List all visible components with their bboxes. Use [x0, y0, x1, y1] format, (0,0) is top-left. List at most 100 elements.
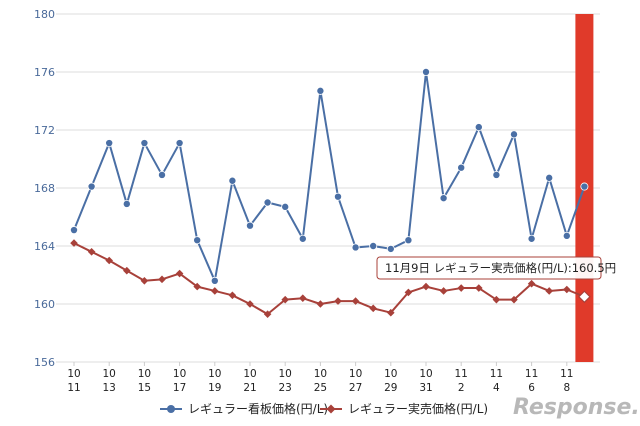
- series-1: [70, 68, 589, 285]
- x-tick-label-day: 4: [493, 382, 500, 394]
- x-tick-label-month: 10: [384, 368, 397, 380]
- data-point[interactable]: [457, 284, 465, 292]
- y-tick-label: 168: [34, 182, 55, 195]
- y-tick-label: 180: [34, 8, 55, 21]
- data-point[interactable]: [421, 68, 430, 77]
- data-point[interactable]: [475, 284, 483, 292]
- data-point[interactable]: [316, 300, 325, 308]
- data-point[interactable]: [228, 291, 237, 300]
- data-point[interactable]: [70, 239, 78, 247]
- data-point[interactable]: [509, 130, 518, 139]
- data-point[interactable]: [105, 256, 113, 265]
- x-tick-label-month: 11: [455, 368, 468, 380]
- data-point[interactable]: [527, 279, 536, 288]
- data-point[interactable]: [492, 295, 501, 304]
- data-point[interactable]: [580, 182, 589, 191]
- x-tick-label-month: 10: [314, 368, 327, 380]
- x-tick-label-month: 10: [419, 368, 432, 380]
- tooltip-box: [376, 256, 602, 280]
- data-point[interactable]: [334, 297, 342, 305]
- watermark-text: Response.: [513, 395, 640, 420]
- x-tick-label-day: 19: [208, 382, 221, 394]
- data-point[interactable]: [122, 199, 131, 208]
- y-tick-label: 164: [34, 240, 55, 253]
- x-tick-label-day: 25: [314, 382, 327, 394]
- data-point[interactable]: [545, 287, 553, 295]
- x-axis-ticks: 10 11 10 13 10 15 10 17 10 19 10 21 10 23 10 25 10 27 10 29…: [67, 362, 573, 394]
- data-point[interactable]: [510, 295, 518, 304]
- data-point[interactable]: [316, 86, 325, 95]
- legend-item-series-2[interactable]: レギュラー実売価格(円/L): [320, 401, 488, 416]
- series-line: [73, 71, 586, 282]
- data-point[interactable]: [387, 308, 395, 317]
- x-tick-label-month: 11: [560, 368, 573, 380]
- data-point[interactable]: [140, 277, 149, 285]
- y-tick-label: 160: [34, 298, 55, 311]
- x-tick-label-day: 15: [138, 382, 151, 394]
- y-tick-label: 172: [34, 124, 55, 137]
- x-tick-label-month: 10: [103, 368, 116, 380]
- data-point[interactable]: [245, 221, 254, 230]
- data-point[interactable]: [193, 236, 202, 245]
- watermark-logo: Response.: [513, 395, 640, 420]
- data-point[interactable]: [87, 182, 96, 191]
- x-tick-label-month: 10: [279, 368, 292, 380]
- data-point[interactable]: [404, 236, 413, 245]
- x-tick-label-month: 10: [67, 368, 80, 380]
- data-point[interactable]: [123, 266, 131, 275]
- data-point[interactable]: [457, 163, 466, 172]
- grid-lines: [56, 13, 600, 363]
- legend[interactable]: レギュラー看板価格(円/L) レギュラー実売価格(円/L): [160, 401, 488, 416]
- data-point[interactable]: [404, 288, 413, 297]
- data-point[interactable]: [439, 194, 448, 203]
- data-point[interactable]: [386, 244, 395, 253]
- data-point[interactable]: [422, 282, 430, 291]
- legend-item-series-1[interactable]: レギュラー看板価格(円/L): [160, 401, 328, 416]
- data-point[interactable]: [527, 234, 536, 243]
- data-point[interactable]: [175, 139, 184, 148]
- data-point[interactable]: [492, 170, 501, 179]
- tooltip-text: 11月9日 レギュラー実売価格(円/L):160.5円: [385, 261, 616, 275]
- series-2: [70, 239, 591, 318]
- data-point[interactable]: [228, 176, 237, 185]
- x-tick-label-month: 10: [349, 368, 362, 380]
- data-point[interactable]: [140, 139, 149, 148]
- data-point[interactable]: [246, 300, 254, 308]
- legend-label-series-1: レギュラー看板価格(円/L): [188, 401, 328, 416]
- data-point[interactable]: [210, 276, 219, 285]
- data-point[interactable]: [369, 304, 377, 313]
- x-tick-label-month: 10: [243, 368, 256, 380]
- data-point[interactable]: [562, 231, 571, 240]
- series-layer: [70, 68, 591, 318]
- x-tick-label-month: 10: [208, 368, 221, 380]
- data-point[interactable]: [299, 294, 307, 302]
- data-point[interactable]: [87, 248, 96, 256]
- data-point[interactable]: [105, 139, 114, 148]
- data-point[interactable]: [70, 226, 79, 235]
- x-tick-label-month: 11: [525, 368, 538, 380]
- data-point[interactable]: [351, 243, 360, 252]
- y-axis-ticks: 156 160 164 168 172 176 180: [34, 8, 55, 369]
- data-point[interactable]: [351, 297, 360, 305]
- x-tick-label-day: 8: [563, 382, 570, 394]
- data-point[interactable]: [439, 287, 448, 295]
- data-point[interactable]: [263, 310, 272, 318]
- data-point[interactable]: [563, 285, 571, 294]
- data-point[interactable]: [369, 241, 378, 250]
- data-point[interactable]: [158, 275, 166, 284]
- data-point[interactable]: [333, 192, 342, 201]
- legend-marker-series-2: [326, 404, 336, 414]
- data-point[interactable]: [263, 198, 272, 207]
- data-point[interactable]: [281, 202, 290, 211]
- data-point[interactable]: [211, 287, 219, 295]
- data-point[interactable]: [281, 295, 289, 304]
- x-tick-label-day: 17: [173, 382, 186, 394]
- data-point[interactable]: [193, 282, 201, 291]
- data-point-highlighted[interactable]: [578, 290, 591, 304]
- data-point[interactable]: [474, 123, 483, 132]
- data-point[interactable]: [157, 170, 166, 179]
- data-point[interactable]: [298, 234, 307, 243]
- data-point[interactable]: [175, 269, 184, 278]
- data-point[interactable]: [545, 173, 554, 182]
